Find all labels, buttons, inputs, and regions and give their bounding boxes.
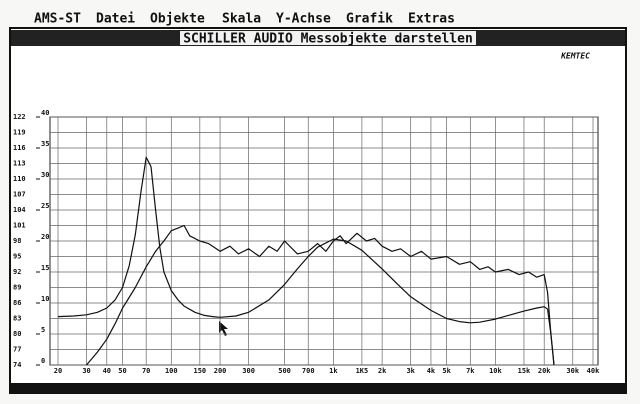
y2-tick-label: 35	[41, 140, 49, 148]
x-tick-label: 40	[103, 367, 111, 375]
x-tick-label: 7k	[466, 367, 475, 375]
y-tick-label: 101	[13, 222, 26, 230]
title-box	[180, 31, 476, 45]
y-tick-label: 89	[13, 284, 21, 292]
menu-item[interactable]: Extras	[408, 12, 455, 27]
brand: KEMTEC	[560, 52, 590, 61]
y2-tick-label: 40	[41, 109, 49, 117]
y2-tick-label: 20	[41, 233, 49, 241]
y2-tick-label: 15	[41, 264, 49, 272]
y-tick-label: 104	[13, 206, 26, 214]
mouse-cursor	[219, 321, 228, 336]
menu-item[interactable]: Skala	[222, 12, 261, 27]
x-tick-label: 30k	[566, 367, 579, 375]
x-tick-label: 3k	[406, 367, 415, 375]
y2-tick-label: 25	[41, 202, 49, 210]
x-tick-label: 500	[278, 367, 291, 375]
x-tick-label: 40k	[587, 367, 600, 375]
y-tick-label: 83	[13, 315, 21, 323]
x-tick-label: 2k	[378, 367, 387, 375]
y-tick-label: 80	[13, 330, 21, 338]
x-tick-label: 700	[302, 367, 315, 375]
y2-tick-label: 0	[41, 357, 45, 365]
y-tick-label: 107	[13, 191, 26, 199]
x-tick-label: 10k	[489, 367, 502, 375]
x-tick-label: 150	[193, 367, 206, 375]
x-tick-label: 30	[82, 367, 90, 375]
series-line	[57, 156, 555, 366]
y-tick-label: 119	[13, 129, 26, 137]
menu-item[interactable]: Grafik	[346, 12, 393, 27]
y-tick-label: 92	[13, 268, 21, 276]
y2-tick-label: 30	[41, 171, 49, 179]
y-tick-label: 74	[13, 361, 21, 369]
status-bar	[11, 383, 625, 393]
y2-tick-label: 5	[41, 326, 45, 334]
y-tick-label: 110	[13, 175, 26, 183]
y2-tick-label: 10	[41, 295, 49, 303]
y-tick-label: 116	[13, 144, 26, 152]
y-tick-label: 86	[13, 299, 21, 307]
x-tick-label: 4k	[427, 367, 436, 375]
x-tick-label: 1K5	[356, 367, 369, 375]
x-tick-label: 5k	[442, 367, 451, 375]
menu-item[interactable]: Datei	[96, 12, 135, 27]
series-line	[86, 224, 555, 366]
y-tick-label: 122	[13, 113, 26, 121]
x-tick-label: 15k	[518, 367, 531, 375]
x-tick-label: 200	[214, 367, 227, 375]
x-tick-label: 20	[54, 367, 62, 375]
menu-item[interactable]: Objekte	[150, 12, 205, 27]
y-tick-label: 113	[13, 160, 26, 168]
window	[9, 27, 627, 394]
x-tick-label: 20k	[538, 367, 551, 375]
menu-item[interactable]: AMS-ST	[34, 12, 81, 27]
window-title: SCHILLER AUDIO Messobjekte darstellen	[183, 32, 473, 47]
y-tick-label: 98	[13, 237, 21, 245]
y-tick-label: 95	[13, 253, 21, 261]
x-tick-label: 1k	[329, 367, 338, 375]
menu-item[interactable]: Y-Achse	[276, 12, 331, 27]
x-tick-label: 50	[118, 367, 126, 375]
x-tick-label: 300	[242, 367, 255, 375]
x-tick-label: 70	[142, 367, 150, 375]
x-tick-label: 100	[165, 367, 178, 375]
y-tick-label: 77	[13, 346, 21, 354]
menu-bar: AMS-ST Datei Objekte Skala Y-Achse Grafik Extr…	[34, 12, 455, 27]
